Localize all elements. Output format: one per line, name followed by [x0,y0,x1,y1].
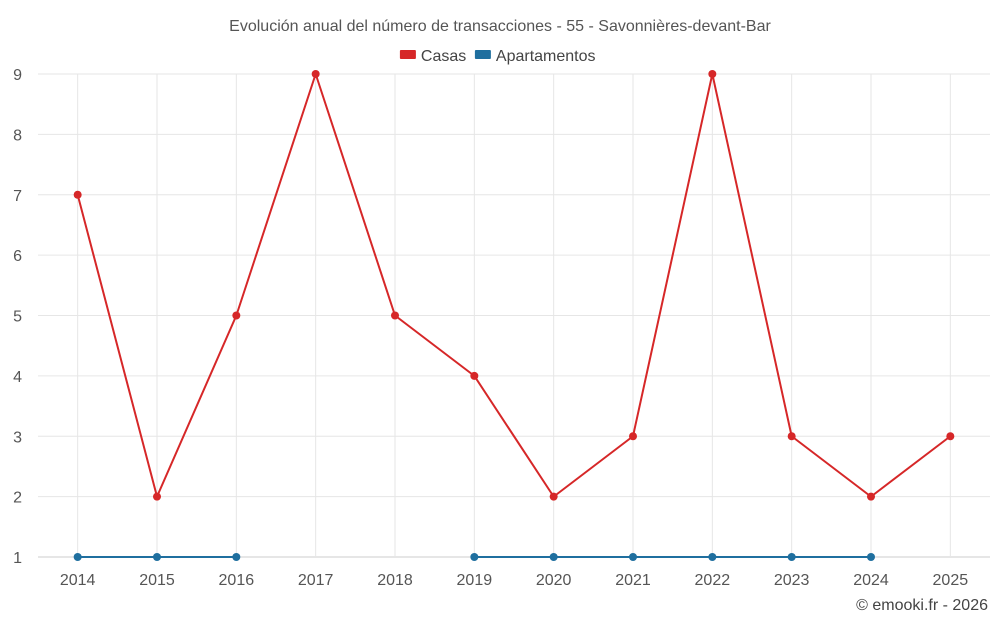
legend-label: Casas [421,48,466,65]
data-point [629,432,637,441]
data-point [549,492,558,501]
x-tick-label: 2016 [219,572,255,589]
y-tick-label: 3 [13,429,22,446]
legend-swatch [474,50,491,59]
x-tick-label: 2021 [615,572,651,589]
series-group [73,70,955,561]
y-tick-label: 1 [13,550,22,567]
data-point [153,553,161,561]
series-line [76,73,951,498]
x-tick-label: 2023 [774,572,810,589]
x-tick-label: 2017 [298,572,334,589]
legend-label: Apartamentos [496,48,596,65]
data-point [708,553,717,561]
data-point [708,70,717,78]
data-point [73,553,82,561]
data-point [549,553,558,561]
data-point [470,371,479,380]
y-axis: 1 2 3 4 5 6 7 8 9 [13,67,22,567]
y-tick-label: 6 [13,248,22,265]
x-tick-label: 2018 [377,572,413,589]
data-point [153,492,161,501]
chart-title: Evolución anual del número de transaccio… [229,18,771,35]
x-axis: 2014 2015 2016 2017 2018 2019 2020 2021 2022 2023… [60,572,968,589]
series-casas [73,70,955,501]
data-point [232,553,241,561]
series-apartamentos [73,553,875,561]
legend: Casas Apartamentos [399,48,596,65]
data-point [787,553,796,561]
legend-item[interactable]: Casas [399,48,466,65]
credit-text: © emooki.fr - 2026 [856,597,988,614]
data-point [629,553,637,561]
y-tick-label: 4 [13,369,22,386]
y-tick-label: 5 [13,309,22,326]
y-tick-label: 2 [13,490,22,507]
data-point [867,553,875,561]
x-tick-label: 2024 [853,572,889,589]
x-tick-label: 2014 [60,572,96,589]
data-point [311,70,320,78]
data-point [232,311,241,320]
y-tick-label: 8 [13,127,22,144]
data-point [787,432,796,441]
data-point [391,311,399,320]
data-point [946,432,955,441]
y-tick-label: 9 [13,67,22,84]
x-tick-label: 2025 [933,572,969,589]
legend-item[interactable]: Apartamentos [474,48,596,65]
x-tick-label: 2019 [457,572,493,589]
x-tick-label: 2015 [139,572,175,589]
x-tick-label: 2020 [536,572,572,589]
data-point [867,492,875,501]
gridlines [38,73,990,558]
y-tick-label: 7 [13,188,22,205]
legend-swatch [399,50,416,59]
x-tick-label: 2022 [695,572,731,589]
data-point [73,190,82,199]
data-point [470,553,479,561]
